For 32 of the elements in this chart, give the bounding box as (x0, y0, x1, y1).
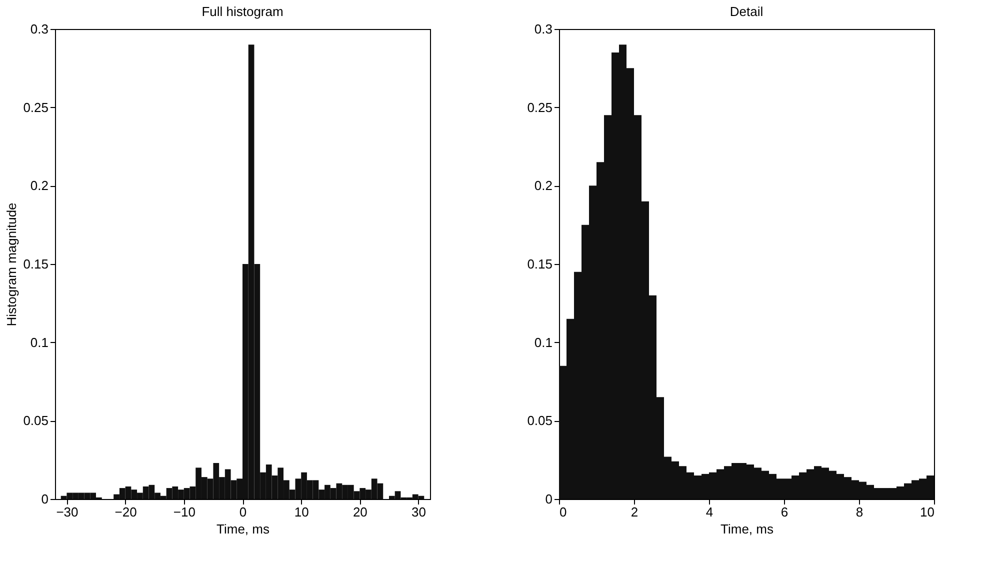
y-axis-title: Histogram magnitude (4, 202, 20, 326)
y-tick-label: 0.3 (534, 22, 552, 36)
x-tick-label: −10 (173, 504, 196, 520)
y-tick-label: 0.15 (23, 256, 48, 272)
y-tick-label: 0.05 (527, 413, 552, 428)
x-axis-title: Time, ms (216, 522, 270, 536)
x-tick-label: −30 (56, 504, 78, 520)
y-tick-label: 0.15 (527, 256, 552, 272)
x-tick-label: 0 (239, 504, 247, 520)
y-tick-label: 0.25 (527, 100, 552, 115)
x-tick-label: 0 (560, 504, 567, 520)
x-tick-label: 4 (706, 504, 714, 520)
x-tick-label: 30 (412, 504, 426, 520)
chart-title: Detail (730, 4, 764, 19)
x-tick-label: −20 (114, 504, 137, 520)
y-tick-label: 0.1 (534, 334, 552, 350)
x-tick-label: 2 (630, 504, 638, 520)
y-tick-label: 0.3 (30, 22, 48, 36)
y-tick-label: 0.1 (30, 334, 48, 350)
y-tick-label: 0 (545, 492, 552, 506)
x-tick-label: 6 (780, 504, 788, 520)
y-tick-label: 0.2 (534, 178, 552, 194)
x-tick-label: 20 (352, 504, 368, 520)
y-tick-label: 0.25 (23, 100, 48, 115)
x-axis-title: Time, ms (720, 522, 774, 536)
y-tick-label: 0.05 (23, 413, 48, 428)
y-tick-label: 0 (41, 492, 48, 506)
y-tick-label: 0.2 (30, 178, 48, 194)
chart-title: Full histogram (202, 4, 284, 19)
x-tick-label: 10 (920, 504, 934, 520)
x-tick-label: 8 (856, 504, 864, 520)
x-tick-label: 10 (294, 504, 309, 520)
